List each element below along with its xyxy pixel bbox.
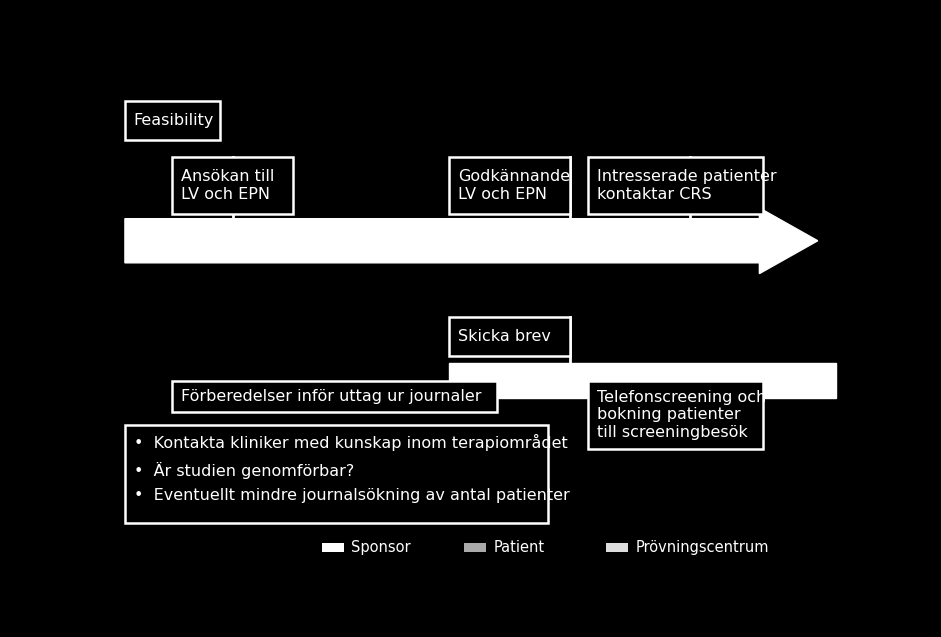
Bar (450, 317, 569, 356)
Bar (172, 157, 293, 214)
Text: Skicka brev: Skicka brev (458, 329, 551, 344)
Text: Feasibility: Feasibility (134, 113, 214, 128)
Text: Intresserade patienter
kontaktar CRS: Intresserade patienter kontaktar CRS (597, 169, 776, 202)
Bar (606, 543, 629, 552)
Bar (464, 543, 486, 552)
Bar (322, 543, 343, 552)
Text: Prövningscentrum: Prövningscentrum (635, 540, 769, 555)
Text: Förberedelser inför uttag ur journaler: Förberedelser inför uttag ur journaler (181, 389, 482, 404)
Bar (172, 380, 497, 412)
Bar (125, 425, 548, 523)
Text: Patient: Patient (493, 540, 544, 555)
Bar (125, 101, 219, 140)
Bar (588, 380, 763, 449)
Text: Ansökan till
LV och EPN: Ansökan till LV och EPN (181, 169, 275, 202)
Text: •  Kontakta kliniker med kunskap inom terapiområdet
•  Är studien genomförbar?
•: • Kontakta kliniker med kunskap inom ter… (134, 434, 569, 503)
Text: Telefonscreening och
bokning patienter
till screeningbesök: Telefonscreening och bokning patienter t… (597, 390, 766, 440)
Polygon shape (450, 363, 836, 397)
Text: Sponsor: Sponsor (351, 540, 410, 555)
Text: Godkännande
LV och EPN: Godkännande LV och EPN (458, 169, 570, 202)
Bar (588, 157, 763, 214)
Bar (450, 157, 569, 214)
Polygon shape (125, 208, 818, 274)
